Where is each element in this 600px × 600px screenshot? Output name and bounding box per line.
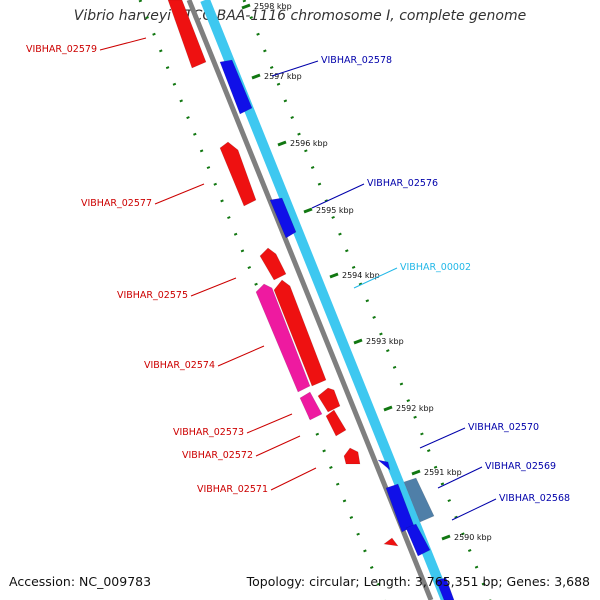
tick-mark bbox=[329, 272, 339, 279]
gene-label[interactable]: VIBHAR_02569 bbox=[485, 461, 556, 472]
gene-VIBHAR_02570 bbox=[377, 459, 391, 471]
gene-features bbox=[167, 0, 455, 600]
gene-label[interactable]: VIBHAR_02578 bbox=[321, 55, 392, 66]
gene-label[interactable]: VIBHAR_02576 bbox=[367, 178, 438, 189]
gene-labels: VIBHAR_02579 VIBHAR_02578 VIBHAR_02577 VIBH… bbox=[26, 37, 570, 521]
gene-leader-line bbox=[190, 277, 237, 297]
tick-mark bbox=[441, 534, 451, 541]
gene-leader-line bbox=[217, 345, 265, 367]
gene-label[interactable]: VIBHAR_02577 bbox=[81, 198, 152, 209]
gene-label[interactable]: VIBHAR_00002 bbox=[400, 262, 471, 273]
tick-mark bbox=[411, 469, 421, 476]
gene-leader-line bbox=[246, 413, 293, 434]
gene-leader-line bbox=[271, 60, 319, 77]
gene-VIBHAR_02576 bbox=[269, 197, 297, 239]
tick-mark bbox=[383, 405, 393, 412]
accession-text: Accession: NC_009783 bbox=[9, 574, 152, 589]
tick-label: 2597 kbp bbox=[264, 72, 302, 81]
gene-label[interactable]: VIBHAR_02575 bbox=[117, 290, 188, 301]
gene-VIBHAR_02571 bbox=[343, 447, 361, 465]
kbp-ticks: 2598 kbp 2597 kbp 2596 kbp 2595 kbp 2594 kbp… bbox=[241, 2, 492, 542]
feature-VIBHAR_02569 bbox=[403, 477, 435, 523]
gene-small-minus bbox=[383, 537, 399, 547]
tick-label: 2590 kbp bbox=[454, 533, 492, 542]
tick-label: 2592 kbp bbox=[396, 404, 434, 413]
genome-summary-text: Topology: circular; Length: 3,765,351 bp… bbox=[246, 574, 590, 589]
gene-leader-line bbox=[451, 498, 497, 521]
gene-leader-line bbox=[154, 183, 205, 205]
gene-leader-line bbox=[255, 435, 301, 457]
tick-mark bbox=[251, 73, 261, 80]
tick-mark bbox=[277, 140, 287, 147]
gene-label[interactable]: VIBHAR_02574 bbox=[144, 360, 215, 371]
gene-VIBHAR_02574 bbox=[273, 279, 327, 387]
gene-leader-line bbox=[353, 267, 398, 289]
gene-label[interactable]: VIBHAR_02573 bbox=[173, 427, 244, 438]
tick-label: 2596 kbp bbox=[290, 139, 328, 148]
tick-label: 2594 kbp bbox=[342, 271, 380, 280]
gene-leader-line bbox=[99, 37, 147, 51]
tick-mark bbox=[303, 207, 313, 214]
gene-label[interactable]: VIBHAR_02571 bbox=[197, 484, 268, 495]
tick-label: 2593 kbp bbox=[366, 337, 404, 346]
gene-leader-line bbox=[437, 466, 483, 489]
gene-edge-plus bbox=[435, 577, 455, 600]
gene-leader-line bbox=[419, 427, 466, 449]
tick-label: 2598 kbp bbox=[254, 2, 292, 11]
gene-label[interactable]: VIBHAR_02570 bbox=[468, 422, 539, 433]
gene-VIBHAR_02577 bbox=[219, 141, 257, 207]
tick-label: 2591 kbp bbox=[424, 468, 462, 477]
tick-mark bbox=[353, 338, 363, 345]
tick-label: 2595 kbp bbox=[316, 206, 354, 215]
gene-VIBHAR_02579 bbox=[167, 0, 207, 69]
gene-label[interactable]: VIBHAR_02579 bbox=[26, 44, 97, 55]
gene-VIBHAR_02573 bbox=[299, 391, 323, 421]
gene-VIBHAR_02578 bbox=[219, 59, 253, 115]
gene-VIBHAR_02574-pseudo bbox=[255, 283, 311, 393]
gene-VIBHAR_02572 bbox=[325, 409, 347, 437]
gene-leader-line bbox=[311, 183, 365, 209]
gene-VIBHAR_02568 bbox=[405, 523, 431, 557]
gene-label[interactable]: VIBHAR_02572 bbox=[182, 450, 253, 461]
tick-rails bbox=[138, 0, 492, 600]
gene-label[interactable]: VIBHAR_02568 bbox=[499, 493, 570, 504]
tick-mark bbox=[241, 3, 251, 10]
gene-leader-line bbox=[270, 467, 317, 491]
gene-VIBHAR_02573b bbox=[317, 387, 341, 413]
gene-VIBHAR_02575 bbox=[259, 247, 287, 281]
inner-dotted-rail bbox=[242, 0, 492, 600]
